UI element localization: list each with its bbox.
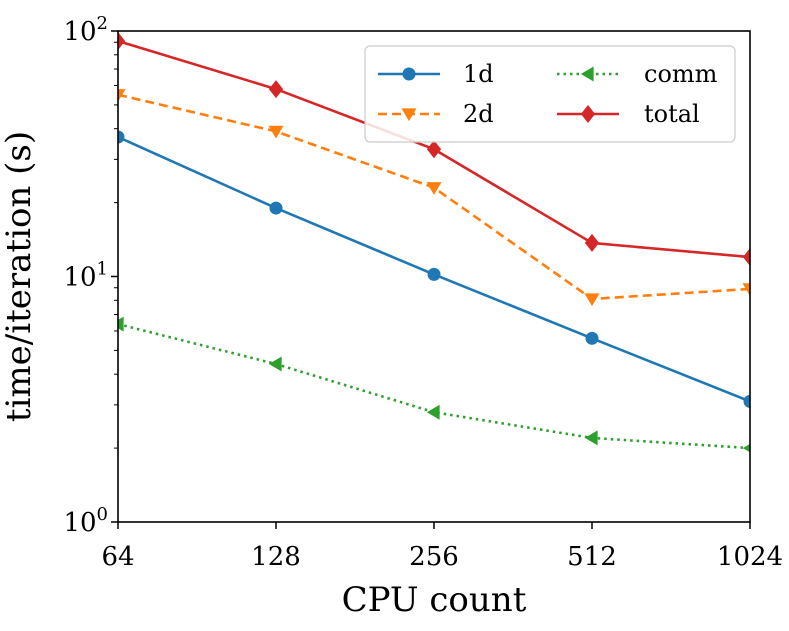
legend-item-total: total [557, 100, 700, 128]
legend-marker-total [580, 105, 596, 123]
series-total [118, 32, 750, 267]
series-2d [118, 89, 750, 307]
legend-box [364, 45, 736, 143]
plot-area [118, 32, 750, 453]
point-1d-256 [427, 267, 441, 281]
point-1d-512 [585, 331, 599, 345]
point-2d-256 [426, 182, 442, 195]
point-2d-1024 [742, 283, 750, 297]
y-tick-label-1: 100 [63, 504, 108, 538]
legend-label-1d: 1d [463, 60, 494, 88]
x-axis-label: CPU count [342, 580, 527, 620]
legend-marker-comm [580, 66, 594, 82]
legend-label-2d: 2d [463, 100, 494, 128]
series-comm [118, 316, 750, 453]
legend: 1d 2d comm total [364, 45, 736, 143]
series-layer [118, 32, 750, 453]
x-tick-label-64: 64 [101, 542, 134, 572]
series-line-comm [118, 322, 750, 450]
point-comm-128 [268, 356, 282, 372]
legend-marker-1d [402, 67, 416, 81]
point-2d-128 [268, 125, 284, 139]
point-1d-128 [269, 201, 283, 215]
legend-label-total: total [644, 100, 700, 128]
x-tick-label-1024: 1024 [717, 542, 783, 572]
legend-marker-2d [401, 108, 417, 122]
point-2d-512 [584, 293, 600, 307]
y-tick-label-100: 102 [63, 13, 108, 47]
x-tick-label-512: 512 [567, 542, 617, 572]
point-total-64 [118, 32, 126, 51]
legend-item-1d: 1d [378, 60, 494, 88]
series-1d [118, 130, 750, 408]
y-tick-label-10: 101 [63, 259, 108, 293]
point-comm-256 [426, 404, 440, 420]
legend-label-comm: comm [644, 60, 718, 88]
point-comm-64 [118, 316, 124, 332]
x-tick-label-128: 128 [251, 542, 301, 572]
y-axis-label: time/iteration (s) [0, 131, 39, 422]
ticks-layer: 64 128 256 512 1024 100 101 102 [63, 13, 783, 572]
point-comm-1024 [742, 443, 750, 453]
point-total-256 [426, 140, 442, 159]
point-total-128 [268, 80, 284, 99]
point-2d-64 [118, 89, 126, 102]
point-total-1024 [742, 248, 750, 267]
point-1d-1024 [743, 394, 750, 408]
point-total-512 [584, 233, 600, 252]
x-tick-label-256: 256 [409, 542, 459, 572]
point-1d-64 [118, 130, 125, 144]
legend-item-comm: comm [557, 60, 718, 88]
point-comm-512 [584, 430, 598, 446]
legend-item-2d: 2d [378, 100, 494, 128]
